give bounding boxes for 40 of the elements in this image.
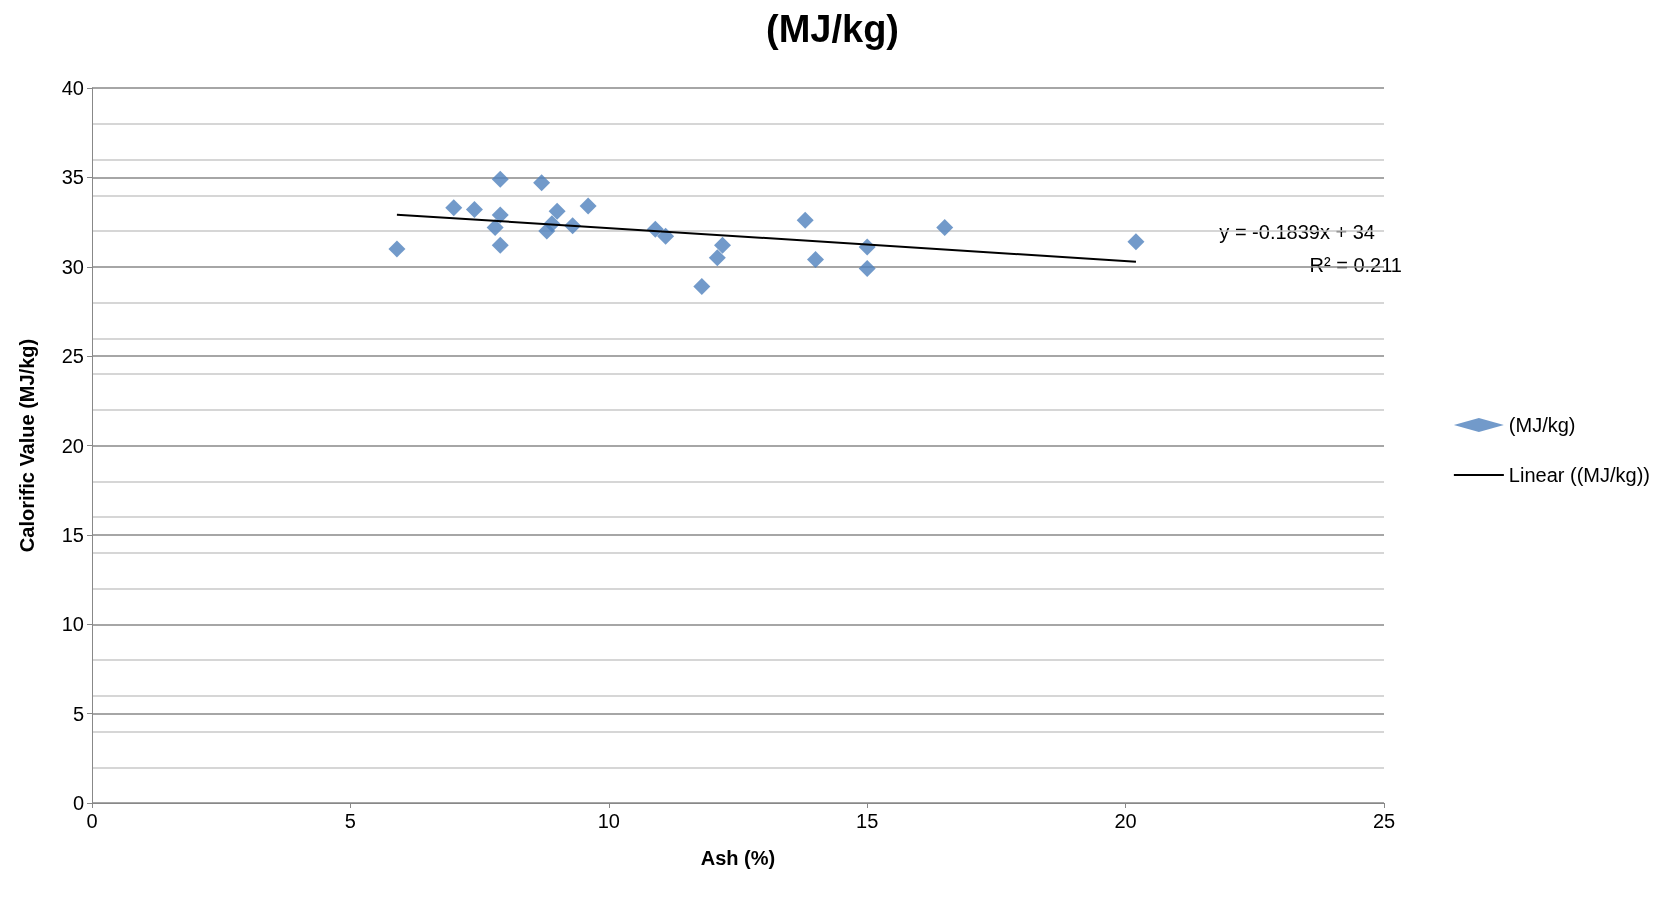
x-axis-title: Ash (%)	[700, 847, 776, 869]
y-tick-label: 25	[61, 345, 84, 368]
legend-label: (MJ/kg)	[1508, 414, 1576, 436]
point	[491, 236, 509, 254]
y-tick-label: 20	[61, 434, 84, 457]
y-axis-title: Calorific Value (MJ/kg)	[16, 338, 38, 553]
point	[388, 240, 406, 258]
point	[693, 277, 711, 295]
x-tick-label: 20	[1114, 810, 1137, 832]
annotation: y = -0.1839x + 34	[1219, 221, 1375, 243]
y-tick-label: 15	[61, 523, 84, 546]
x-tick-label: 0	[86, 810, 98, 832]
point	[445, 199, 463, 217]
chart-title: (MJ/kg)	[766, 8, 899, 50]
annotation: R² = 0.211	[1309, 254, 1402, 276]
x-tick-label: 5	[344, 810, 356, 832]
point	[796, 211, 814, 229]
point	[1127, 233, 1145, 251]
y-tick-label: 30	[61, 255, 84, 278]
y-tick-label: 40	[61, 77, 84, 99]
point	[491, 206, 509, 224]
x-tick-label: 25	[1372, 810, 1396, 832]
y-tick-label: 5	[72, 702, 84, 725]
x-tick-label: 15	[856, 810, 879, 832]
y-tick-label: 10	[61, 613, 84, 636]
point	[548, 202, 566, 220]
point	[491, 170, 509, 188]
point	[486, 218, 504, 236]
point	[465, 201, 483, 219]
legend-label: Linear ((MJ/kg))	[1508, 464, 1651, 486]
point	[714, 236, 731, 254]
point	[936, 218, 954, 236]
y-tick-label: 0	[72, 792, 84, 814]
point	[807, 251, 825, 269]
x-tick-label: 10	[597, 810, 620, 832]
point	[579, 197, 597, 215]
point	[858, 260, 876, 278]
y-tick-label: 35	[61, 166, 84, 189]
point	[708, 249, 726, 267]
point	[533, 174, 551, 192]
